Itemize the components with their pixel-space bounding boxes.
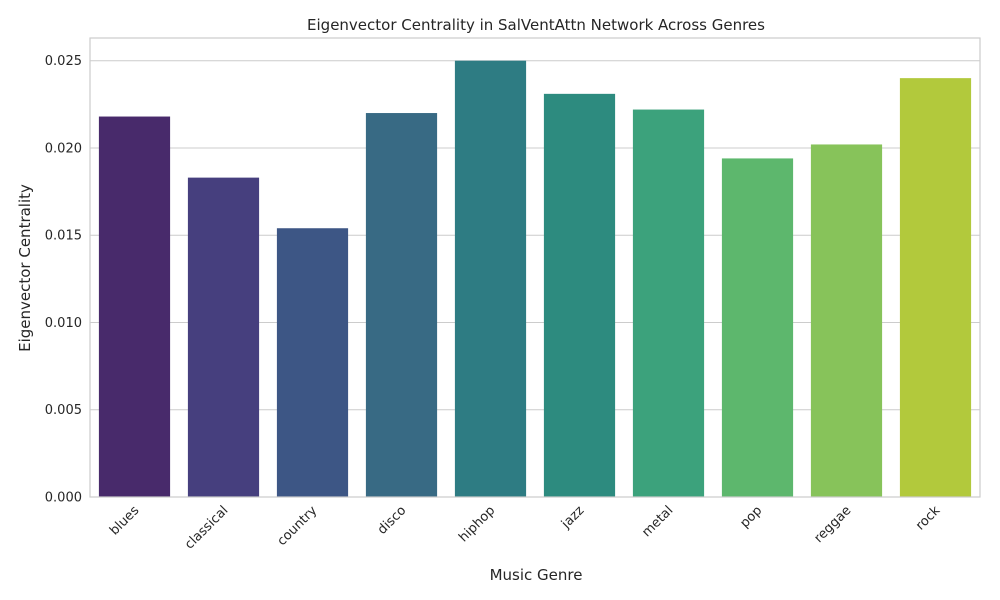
- bar-metal: [632, 109, 705, 498]
- x-axis-label: Music Genre: [490, 566, 583, 584]
- bar-pop: [721, 158, 794, 497]
- chart-title: Eigenvector Centrality in SalVentAttn Ne…: [307, 16, 765, 34]
- bars-group: [98, 60, 972, 498]
- x-tick-label-disco: disco: [375, 503, 409, 537]
- y-tick-label: 0.020: [45, 141, 82, 156]
- y-tick-label: 0.005: [45, 403, 82, 418]
- bar-hiphop: [454, 60, 527, 498]
- x-tick-label-blues: blues: [107, 503, 142, 538]
- bar-jazz: [543, 93, 616, 498]
- y-tick-labels: 0.000 0.005 0.010 0.015 0.020 0.025: [45, 54, 82, 505]
- x-tick-label-rock: rock: [913, 503, 944, 534]
- y-tick-label: 0.010: [45, 316, 82, 331]
- x-tick-label-jazz: jazz: [558, 503, 587, 532]
- bar-blues: [98, 116, 171, 497]
- x-tick-label-reggae: reggae: [812, 503, 855, 546]
- plot-frame: [89, 37, 981, 498]
- bar-country: [276, 228, 349, 497]
- y-tick-label: 0.025: [45, 54, 82, 69]
- bar-reggae: [810, 144, 883, 497]
- y-tick-label: 0.000: [45, 491, 82, 506]
- x-tick-label-pop: pop: [737, 503, 765, 531]
- x-tick-label-metal: metal: [639, 503, 676, 540]
- bar-classical: [187, 177, 260, 498]
- bar-rock: [899, 78, 972, 497]
- y-tick-label: 0.015: [45, 229, 82, 244]
- y-axis-label: Eigenvector Centrality: [16, 184, 34, 352]
- x-tick-label-country: country: [275, 503, 321, 549]
- bar-disco: [365, 113, 438, 497]
- x-tick-labels: blues classical country disco hiphop jazz meta…: [107, 503, 944, 553]
- x-tick-label-hiphop: hiphop: [456, 503, 498, 545]
- x-tick-label-classical: classical: [182, 503, 231, 552]
